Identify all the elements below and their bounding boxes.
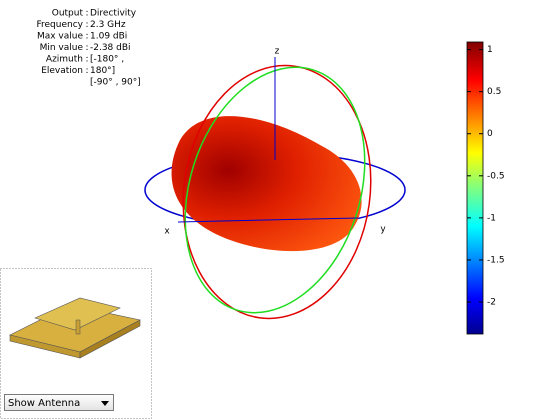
info-value: [-180° , [90, 55, 124, 65]
xy-axis [177, 217, 359, 223]
yz-circle [184, 66, 366, 314]
info-separator: : [85, 55, 88, 65]
info-value: 2.3 GHz [90, 20, 126, 30]
xz-circle [182, 64, 372, 320]
colorbar-tick-label: -1.5 [487, 255, 505, 265]
info-label: Frequency [37, 20, 84, 30]
colorbar-tick-label: 1 [487, 45, 493, 55]
radiation-lobe [171, 116, 362, 252]
info-label: Min value [40, 43, 84, 53]
colorbar-tick-label: 0.5 [487, 87, 501, 97]
info-label: Output [52, 9, 84, 19]
x-label: x [164, 227, 170, 237]
z-label: z [275, 47, 280, 57]
colorbar-tick-label: -0.5 [487, 171, 505, 181]
y-label: y [380, 225, 386, 235]
info-separator: : [85, 9, 88, 19]
show-antenna-dropdown[interactable]: Show Antenna [4, 394, 114, 411]
colorbar-tick-label: -2 [487, 298, 496, 308]
info-extra: [-90° , 90°] [90, 78, 141, 88]
antenna-panel [0, 268, 152, 419]
antenna-icon [9, 297, 141, 359]
info-separator: : [85, 20, 88, 30]
colorbar-tick-label: 0 [487, 129, 493, 139]
info-separator: : [85, 43, 88, 53]
info-label: Max value [37, 32, 84, 42]
colorbar-tick-label: -1 [487, 213, 496, 223]
info-value: 1.09 dBi [90, 32, 127, 42]
colorbar [466, 41, 484, 335]
info-value: 180°] [90, 66, 115, 76]
info-label: Azimuth [46, 55, 83, 65]
info-value: -2.38 dBi [90, 43, 131, 53]
info-value: Directivity [90, 9, 137, 19]
info-label: Elevation [41, 66, 83, 76]
info-separator: : [85, 66, 88, 76]
info-separator: : [85, 32, 88, 42]
